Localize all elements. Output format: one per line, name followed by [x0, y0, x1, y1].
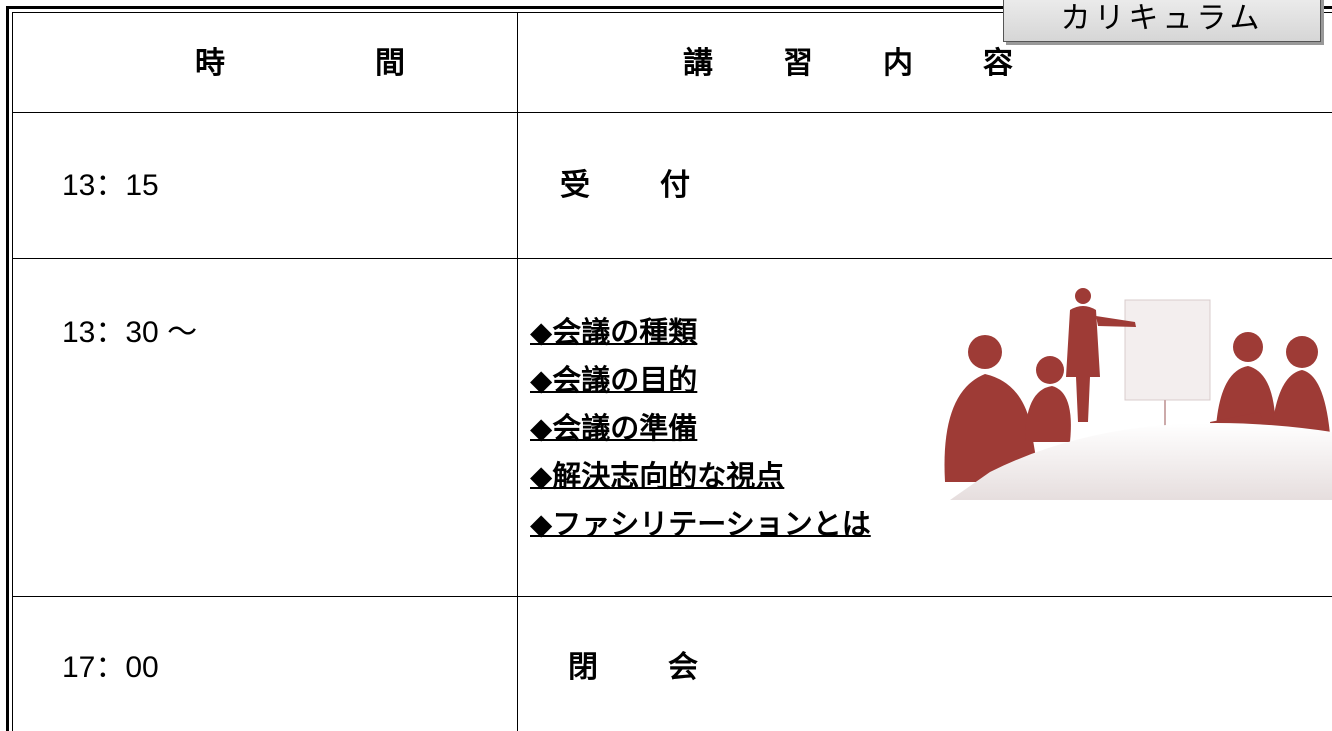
badge: カリキュラム [1003, 0, 1321, 42]
inner-border [12, 12, 1332, 731]
time: 17：00 [62, 651, 159, 684]
agenda-item: ◆会議の目的 [530, 365, 698, 397]
agenda-item: ◆解決志向的な視点 [530, 461, 785, 493]
content: 閉 会 [568, 651, 718, 684]
column-divider [517, 13, 518, 731]
agenda-item: ◆会議の種類 [530, 317, 698, 349]
agenda-item: ◆ファシリテーションとは [530, 509, 871, 541]
header-content: 講 習 内 容 [683, 47, 1033, 80]
time: 13：15 [62, 169, 159, 202]
header-time: 時 間 [195, 47, 435, 80]
meeting-illustration [944, 288, 1332, 500]
row-divider [12, 112, 1332, 113]
agenda-item: ◆会議の準備 [530, 413, 698, 445]
outer-border [6, 6, 1332, 731]
row-divider [12, 596, 1332, 597]
row-divider [12, 258, 1332, 259]
badge-label: カリキュラム [1060, 2, 1264, 35]
content: 受 付 [560, 169, 710, 202]
time: 13：30 ～ [62, 316, 198, 349]
